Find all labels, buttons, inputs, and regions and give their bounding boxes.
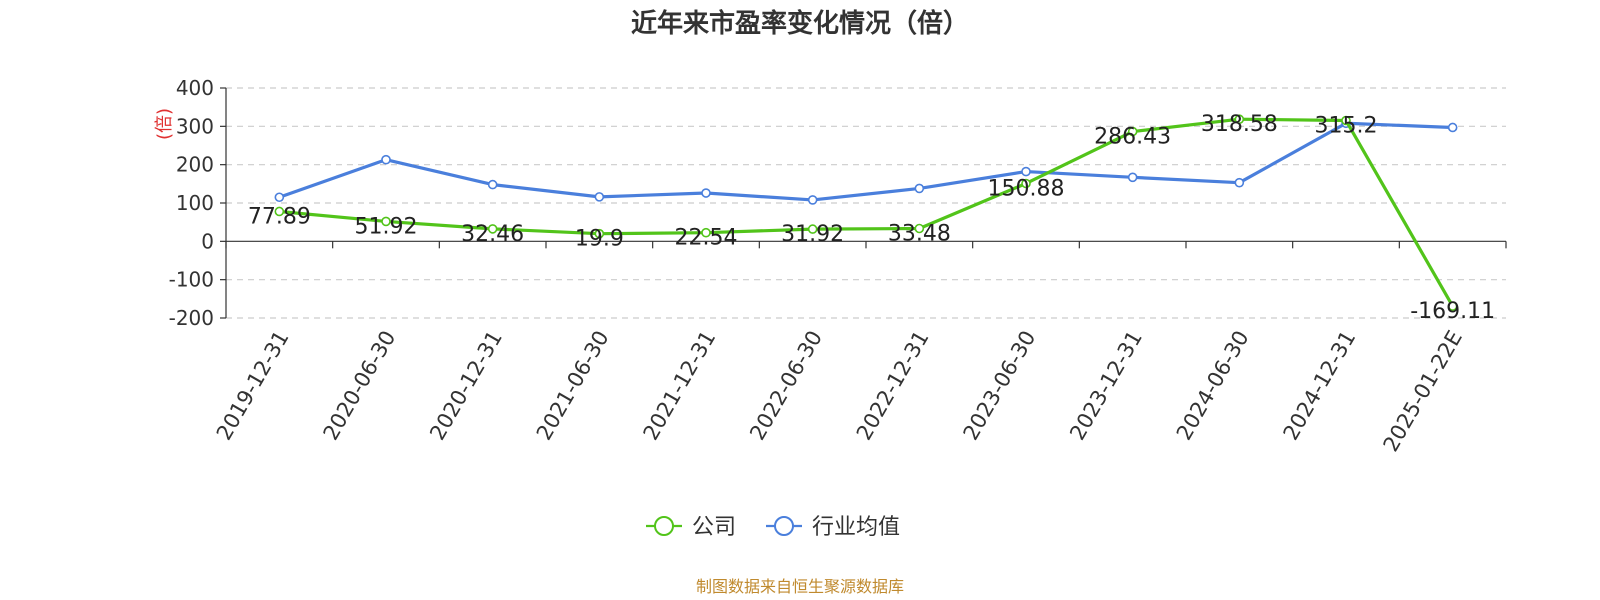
company-point xyxy=(701,227,711,238)
chart-title: 近年来市盈率变化情况（倍） xyxy=(631,8,969,39)
legend: 公司 行业均值 xyxy=(646,515,900,540)
company-data-label: 31.92 xyxy=(781,222,844,247)
company-legend-marker xyxy=(654,516,674,536)
company-point xyxy=(1447,301,1458,311)
source-footer: 制图数据来自恒生聚源数据库 xyxy=(696,577,904,596)
grid-lines xyxy=(226,87,1506,319)
company-data-label: 32.46 xyxy=(461,222,524,247)
company-data-label: 19.9 xyxy=(575,227,624,252)
y-tick-label: 300 xyxy=(176,114,214,138)
industry-line xyxy=(278,121,1453,202)
x-tick-label: 2022-06-30 xyxy=(745,327,827,445)
x-tick-label: 2021-06-30 xyxy=(532,327,614,445)
company-point xyxy=(914,223,925,234)
company-point xyxy=(381,216,391,227)
industry-legend-marker xyxy=(774,516,794,536)
y-tick-label: 100 xyxy=(176,191,214,215)
y-tick-label: 400 xyxy=(176,76,214,100)
company-data-label: 318.58 xyxy=(1201,112,1278,137)
company-data-label: 51.92 xyxy=(355,214,418,239)
data-labels: 77.89 51.92 32.46 19.9 22.54 31.92 33.48 150.88… xyxy=(248,112,1495,324)
industry-point xyxy=(274,192,285,203)
company-point xyxy=(1127,126,1138,137)
industry-point xyxy=(1234,177,1245,188)
series-lines xyxy=(274,114,1458,311)
industry-legend-label: 行业均值 xyxy=(812,515,900,540)
x-tick-label: 2020-12-31 xyxy=(425,326,507,444)
company-point xyxy=(487,224,498,234)
y-tick-label: 200 xyxy=(176,153,214,177)
company-legend-label: 公司 xyxy=(692,515,736,540)
company-data-label: 22.54 xyxy=(675,226,738,251)
x-tick-label: 2025-01-22E xyxy=(1379,327,1467,456)
industry-point xyxy=(487,179,498,190)
y-tick-label: 0 xyxy=(201,229,214,253)
x-tick-label: 2020-06-30 xyxy=(319,327,401,445)
x-tick-label: 2019-12-31 xyxy=(212,327,294,445)
company-point xyxy=(807,224,818,234)
industry-point xyxy=(1447,122,1458,133)
industry-point xyxy=(1021,166,1031,177)
company-point xyxy=(274,206,285,217)
company-point xyxy=(594,228,605,239)
company-point xyxy=(1234,114,1245,125)
company-data-label: 286.43 xyxy=(1094,125,1171,150)
y-tick-label: -200 xyxy=(169,306,214,330)
company-point xyxy=(1021,178,1031,189)
x-tick-label: 2024-06-30 xyxy=(1172,327,1254,445)
y-tick-label: -100 xyxy=(169,268,214,292)
company-data-label: 33.48 xyxy=(888,221,951,246)
x-tick-label: 2021-12-31 xyxy=(639,327,721,445)
x-tick-label: 2023-06-30 xyxy=(959,327,1041,445)
industry-point xyxy=(381,154,391,165)
y-axis-label: (倍) xyxy=(154,108,175,140)
company-line xyxy=(279,117,1455,307)
company-data-label: -169.11 xyxy=(1410,299,1495,324)
x-tick-label: 2022-12-31 xyxy=(852,326,934,444)
company-point xyxy=(1341,115,1351,126)
industry-point xyxy=(1127,172,1138,183)
industry-point xyxy=(594,192,605,202)
company-data-label: 77.89 xyxy=(248,204,311,229)
industry-point xyxy=(914,183,925,194)
x-tick-label: 2024-12-31 xyxy=(1279,327,1361,445)
company-data-label: 150.88 xyxy=(988,176,1065,201)
industry-point xyxy=(807,195,818,205)
x-tick-label: 2023-12-31 xyxy=(1065,327,1147,445)
industry-point xyxy=(701,188,711,198)
company-data-label: 315.2 xyxy=(1315,114,1378,139)
